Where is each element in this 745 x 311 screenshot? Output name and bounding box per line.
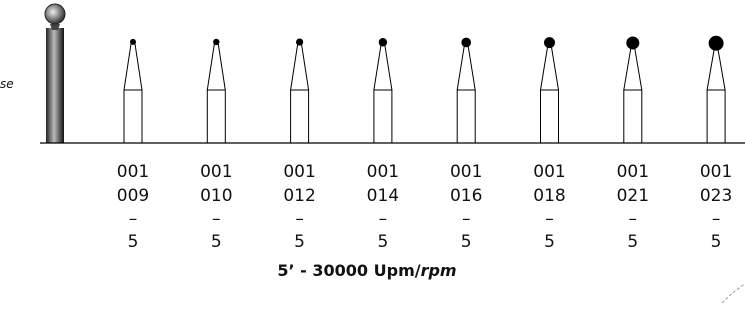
item-dash: – [295,209,304,229]
item-count: 5 [627,232,638,252]
bur-neck [707,50,725,90]
item-dash: – [212,209,221,229]
item-dash: – [129,209,138,229]
item-line2: 014 [367,186,399,206]
item-count: 5 [377,232,388,252]
bur-neck [624,48,642,90]
item-dash: – [545,209,554,229]
bur-head [544,37,555,48]
item-line1: 001 [283,162,315,182]
item-line1: 001 [700,162,732,182]
footer-italic: rpm [421,261,457,280]
bur-neck [124,44,142,90]
bur-head [130,39,136,45]
item-dash: – [379,209,388,229]
bur-shank [124,90,142,143]
bur-head [296,38,303,45]
item-line1: 001 [533,162,565,182]
bur-shank [291,90,309,143]
bur-neck [291,45,309,90]
item-count: 5 [711,232,722,252]
bur-shank [207,90,225,143]
item-count: 5 [544,232,555,252]
item-line2: 023 [700,186,732,206]
item-line2: 010 [200,186,232,206]
bur-shank [541,90,559,143]
bur-neck [541,47,559,90]
item-line2: 018 [533,186,565,206]
footer-text: 5’ - 30000 Upm/ [277,261,420,280]
page: se 5’ - 30000 Upm/rpm 001 009 – 5 001 010 – 5 00… [0,0,745,307]
item-count: 5 [294,232,305,252]
item-line2: 021 [617,186,649,206]
item-line2: 009 [117,186,149,206]
item-count: 5 [128,232,139,252]
item-line2: 012 [283,186,315,206]
item-line1: 001 [200,162,232,182]
item-dash: – [712,209,721,229]
bur-head [626,36,639,49]
item-line1: 001 [117,162,149,182]
item-count: 5 [461,232,472,252]
side-label: se [0,77,14,91]
bur-shank [374,90,392,143]
item-line1: 001 [367,162,399,182]
bur-neck [457,46,475,90]
item-line1: 001 [450,162,482,182]
corner-mark [722,284,745,303]
bur-head [379,38,387,46]
bur-neck [207,44,225,90]
bur-shank [707,90,725,143]
item-dash: – [462,209,471,229]
item-dash: – [629,209,638,229]
item-line1: 001 [617,162,649,182]
photo-bur [45,4,65,143]
bur-head [461,38,471,48]
bur-shank [457,90,475,143]
bur-head [709,36,724,51]
footer: 5’ - 30000 Upm/rpm [277,261,456,280]
bur-shank [624,90,642,143]
item-count: 5 [211,232,222,252]
item-line2: 016 [450,186,482,206]
bur-neck [374,45,392,90]
bur-head [213,39,219,45]
